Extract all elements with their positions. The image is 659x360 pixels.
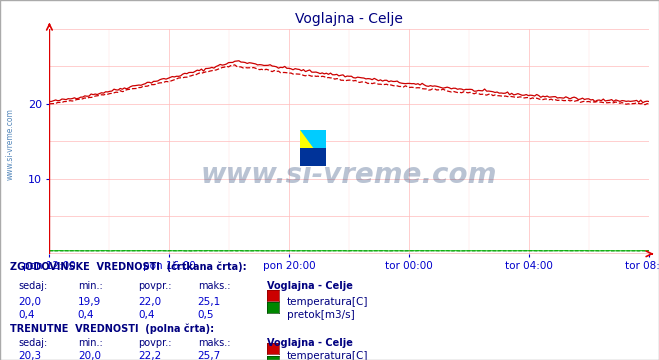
- Text: 22,0: 22,0: [138, 297, 161, 307]
- Text: Voglajna - Celje: Voglajna - Celje: [267, 338, 353, 348]
- Text: 0,4: 0,4: [138, 310, 155, 320]
- Text: 20,0: 20,0: [18, 297, 42, 307]
- Text: Voglajna - Celje: Voglajna - Celje: [267, 281, 353, 291]
- Text: maks.:: maks.:: [198, 338, 230, 348]
- Text: povpr.:: povpr.:: [138, 281, 172, 291]
- Polygon shape: [300, 148, 326, 166]
- Title: Voglajna - Celje: Voglajna - Celje: [295, 12, 403, 26]
- Text: TRENUTNE  VREDNOSTI  (polna črta):: TRENUTNE VREDNOSTI (polna črta):: [10, 324, 214, 334]
- Text: min.:: min.:: [78, 338, 103, 348]
- Text: temperatura[C]: temperatura[C]: [287, 297, 368, 307]
- Text: sedaj:: sedaj:: [18, 338, 47, 348]
- Text: pretok[m3/s]: pretok[m3/s]: [287, 310, 355, 320]
- Text: 25,1: 25,1: [198, 297, 221, 307]
- Text: maks.:: maks.:: [198, 281, 230, 291]
- Text: 19,9: 19,9: [78, 297, 101, 307]
- Text: 22,2: 22,2: [138, 351, 161, 360]
- Text: www.si-vreme.com: www.si-vreme.com: [5, 108, 14, 180]
- Text: 20,3: 20,3: [18, 351, 42, 360]
- Polygon shape: [300, 130, 326, 166]
- Polygon shape: [300, 130, 326, 166]
- Text: 0,4: 0,4: [18, 310, 35, 320]
- Text: 0,4: 0,4: [78, 310, 94, 320]
- Text: sedaj:: sedaj:: [18, 281, 47, 291]
- Text: 25,7: 25,7: [198, 351, 221, 360]
- Text: min.:: min.:: [78, 281, 103, 291]
- Text: povpr.:: povpr.:: [138, 338, 172, 348]
- Text: 20,0: 20,0: [78, 351, 101, 360]
- Text: temperatura[C]: temperatura[C]: [287, 351, 368, 360]
- Text: www.si-vreme.com: www.si-vreme.com: [201, 161, 498, 189]
- Text: 0,5: 0,5: [198, 310, 214, 320]
- Text: ZGODOVINSKE  VREDNOSTI  (črtkana črta):: ZGODOVINSKE VREDNOSTI (črtkana črta):: [10, 261, 246, 271]
